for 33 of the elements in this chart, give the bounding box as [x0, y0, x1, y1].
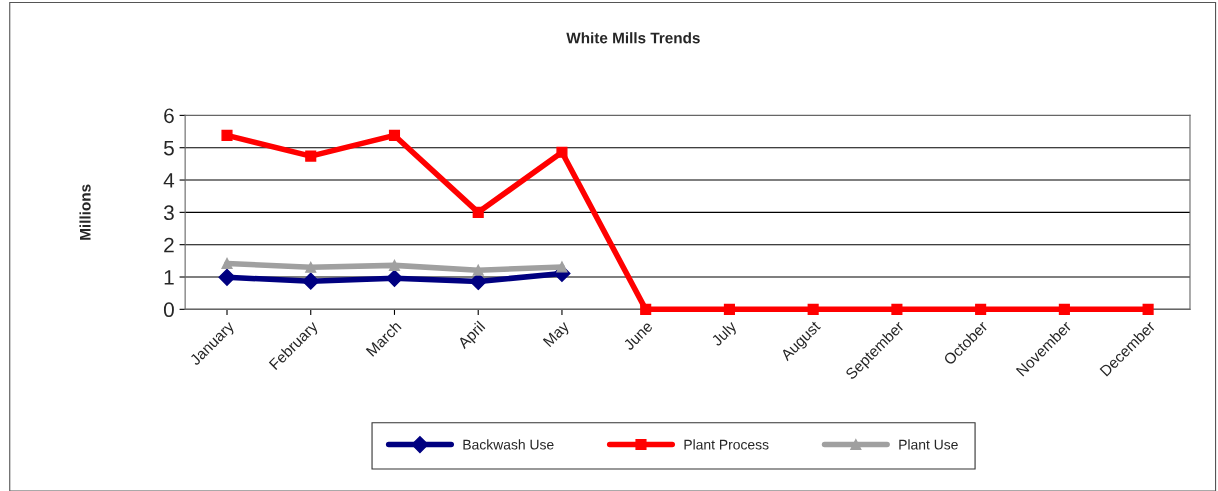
x-tick-label: May: [542, 320, 573, 350]
y-axis-title: Millions: [79, 184, 91, 240]
point: [221, 257, 233, 269]
point: [472, 206, 484, 218]
point: [723, 303, 735, 315]
point: [388, 129, 401, 141]
chart-title: White Mills Trends: [566, 32, 700, 44]
legend-label: Plant Process: [684, 439, 769, 450]
point: [556, 146, 568, 158]
point: [472, 264, 484, 276]
point: [1058, 303, 1070, 315]
point: [218, 268, 236, 286]
y-tick-label: 3: [163, 205, 174, 221]
point: [640, 303, 652, 315]
point: [556, 261, 568, 273]
point: [807, 303, 819, 315]
point: [891, 303, 903, 315]
x-tick-label: July: [710, 319, 740, 349]
point: [305, 150, 317, 162]
point: [975, 303, 987, 315]
y-tick-label: 0: [163, 302, 174, 318]
legend-label: Backwash Use: [463, 439, 554, 450]
y-tick-label: 6: [164, 108, 174, 124]
legend-label: Plant Use: [899, 439, 958, 450]
point: [305, 261, 317, 273]
y-tick-label: 4: [163, 173, 175, 188]
point: [1142, 303, 1154, 315]
point: [221, 129, 233, 141]
y-tick-label: 5: [163, 140, 174, 156]
y-tick-label: 1: [164, 270, 174, 285]
point: [388, 259, 401, 271]
y-tick-label: 2: [164, 237, 174, 253]
point: [302, 272, 320, 290]
